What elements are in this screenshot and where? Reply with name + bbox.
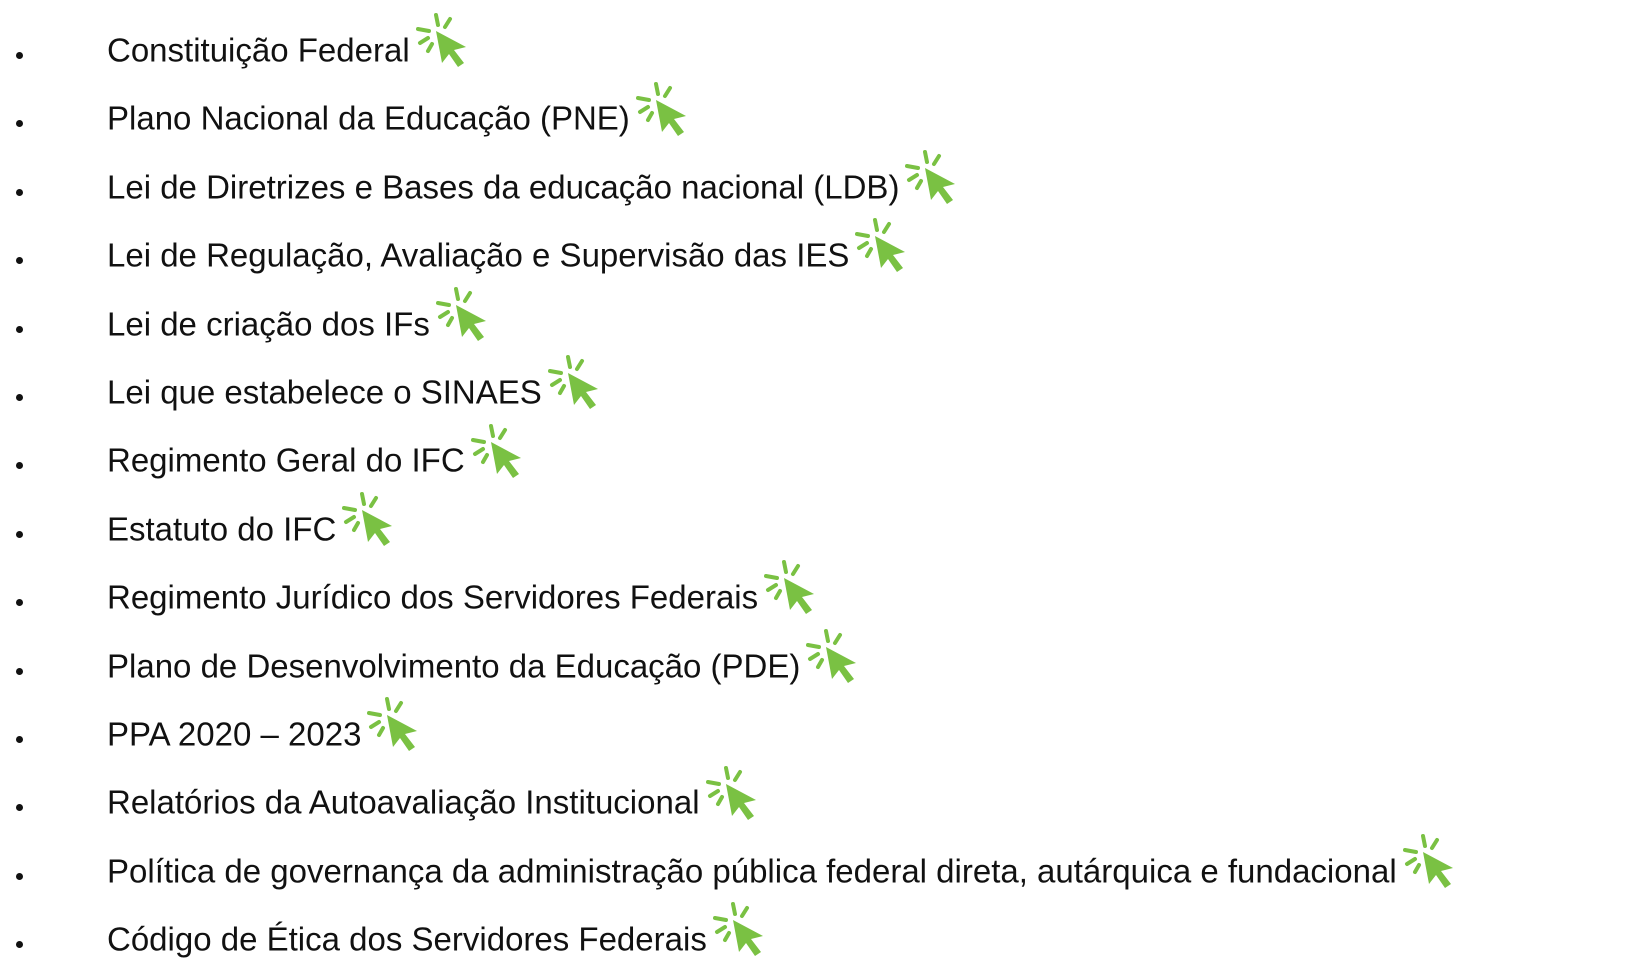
click-icon[interactable] — [634, 80, 692, 138]
click-icon[interactable] — [469, 422, 527, 480]
list-item: Lei de criação dos IFs — [0, 285, 1647, 356]
click-icon[interactable] — [804, 627, 862, 685]
item-label[interactable]: Lei de criação dos IFs — [107, 304, 430, 342]
list-item: Estatuto do IFC — [0, 490, 1647, 561]
list-item: Lei de Regulação, Avaliação e Supervisão… — [0, 216, 1647, 287]
item-label[interactable]: Estatuto do IFC — [107, 510, 337, 548]
list-item: Código de Ética dos Servidores Federais — [0, 900, 1647, 971]
click-icon[interactable] — [711, 900, 769, 958]
click-icon[interactable] — [704, 764, 762, 822]
click-icon[interactable] — [1401, 832, 1459, 890]
item-label[interactable]: Lei que estabelece o SINAES — [107, 373, 542, 411]
click-icon[interactable] — [762, 558, 820, 616]
list-item: Regimento Geral do IFC — [0, 422, 1647, 492]
list-item: Constituição Federal — [0, 11, 1647, 82]
item-label[interactable]: Relatórios da Autoavaliação Instituciona… — [107, 783, 700, 821]
click-icon[interactable] — [903, 148, 961, 206]
item-label[interactable]: Política de governança da administração … — [107, 851, 1397, 889]
click-icon[interactable] — [546, 353, 604, 411]
item-label[interactable]: Lei de Regulação, Avaliação e Supervisão… — [107, 236, 850, 274]
list-item: Lei que estabelece o SINAES — [0, 353, 1647, 424]
click-icon[interactable] — [434, 285, 492, 343]
item-label[interactable]: Código de Ética dos Servidores Federais — [107, 920, 707, 958]
list-item: Plano Nacional da Educação (PNE) — [0, 80, 1647, 150]
list-item: Relatórios da Autoavaliação Instituciona… — [0, 764, 1647, 834]
list-item: Plano de Desenvolvimento da Educação (PD… — [0, 627, 1647, 698]
click-icon[interactable] — [853, 216, 911, 274]
item-label[interactable]: Regimento Geral do IFC — [107, 441, 465, 479]
item-label[interactable]: Plano Nacional da Educação (PNE) — [107, 99, 630, 137]
item-label[interactable]: Lei de Diretrizes e Bases da educação na… — [107, 168, 900, 206]
click-icon[interactable] — [365, 695, 423, 753]
item-label[interactable]: Plano de Desenvolvimento da Educação (PD… — [107, 646, 801, 684]
click-icon[interactable] — [414, 11, 472, 69]
click-icon[interactable] — [340, 490, 398, 548]
item-label[interactable]: Constituição Federal — [107, 31, 410, 69]
item-label[interactable]: Regimento Jurídico dos Servidores Federa… — [107, 578, 759, 616]
list-item: Política de governança da administração … — [0, 832, 1647, 903]
list-item: PPA 2020 – 2023 — [0, 695, 1647, 766]
list-item: Regimento Jurídico dos Servidores Federa… — [0, 558, 1647, 629]
list-item: Lei de Diretrizes e Bases da educação na… — [0, 148, 1647, 219]
item-label[interactable]: PPA 2020 – 2023 — [107, 715, 362, 753]
